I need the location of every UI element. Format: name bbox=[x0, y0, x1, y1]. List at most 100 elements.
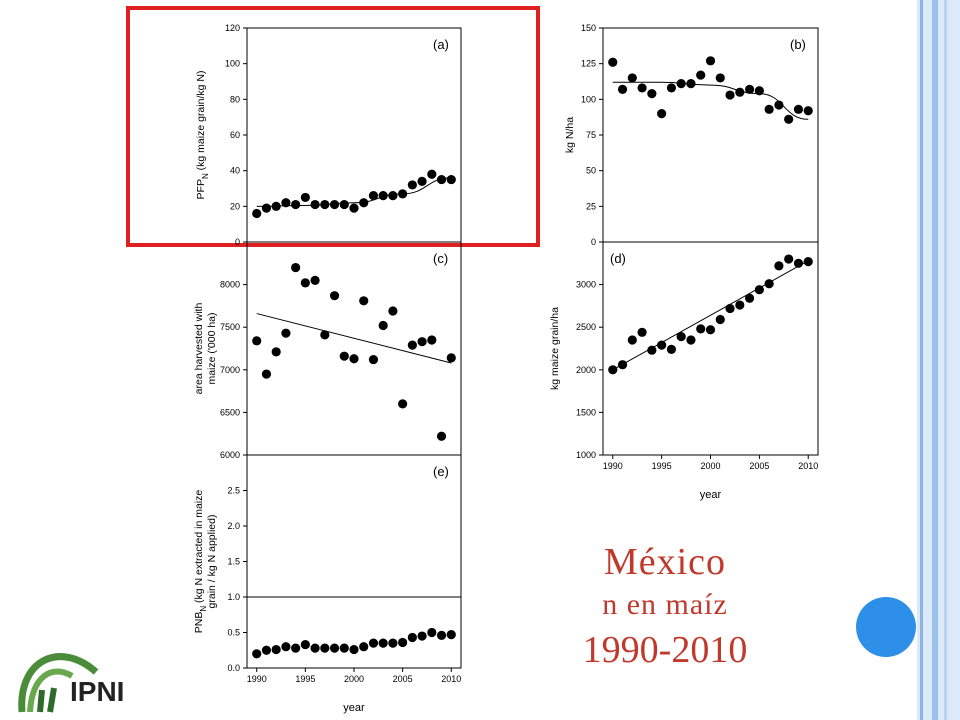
panel-d bbox=[599, 241, 819, 459]
data-point-c bbox=[252, 336, 262, 346]
panel-label-b: (b) bbox=[790, 37, 806, 52]
y-tick-label-a: 20 bbox=[230, 201, 240, 211]
data-point-d bbox=[676, 331, 686, 342]
trend-line-d bbox=[612, 260, 809, 371]
data-point-d bbox=[627, 335, 637, 345]
ipni-logo-text: IPNI bbox=[70, 676, 125, 707]
x-tick-label-e: 2005 bbox=[393, 674, 413, 684]
data-point-b bbox=[647, 89, 657, 99]
y-tick-label-c: 6500 bbox=[220, 407, 240, 417]
y-tick-label-a: 80 bbox=[230, 94, 240, 104]
data-point-a bbox=[271, 201, 281, 211]
y-tick-label-b: 125 bbox=[581, 59, 596, 69]
data-point-d bbox=[754, 285, 764, 295]
data-point-b bbox=[793, 104, 804, 114]
data-point-b bbox=[617, 84, 628, 94]
y-tick-label-b: 0 bbox=[591, 237, 596, 247]
y-axis-label-c: area harvested with bbox=[193, 303, 205, 395]
y-tick-label-e: 2.0 bbox=[227, 521, 240, 531]
data-point-d bbox=[744, 293, 755, 303]
data-point-b bbox=[784, 114, 794, 124]
slide-title-line-2: n en maíz bbox=[602, 588, 728, 621]
x-tick-label-d: 2010 bbox=[798, 461, 818, 471]
y-tick-label-c: 8000 bbox=[220, 280, 240, 290]
data-point-c bbox=[281, 328, 291, 338]
data-point-e bbox=[281, 642, 291, 652]
y-tick-label-b: 150 bbox=[581, 23, 596, 33]
y-axis-label-b: kg N/ha bbox=[564, 117, 576, 153]
y-tick-label-a: 100 bbox=[225, 59, 240, 69]
y-tick-label-d: 2000 bbox=[576, 365, 596, 375]
data-point-c bbox=[359, 296, 369, 306]
data-point-b bbox=[774, 100, 784, 110]
x-tick-label-d: 1995 bbox=[652, 461, 672, 471]
x-tick-label-e: 1995 bbox=[295, 674, 315, 684]
data-point-a bbox=[300, 192, 310, 203]
data-point-a bbox=[291, 199, 301, 210]
panel-label-c: (c) bbox=[433, 251, 448, 266]
y-tick-label-d: 1500 bbox=[576, 407, 596, 417]
x-axis-label-e: year bbox=[343, 702, 365, 714]
data-point-e bbox=[446, 630, 456, 640]
data-point-b bbox=[764, 104, 774, 114]
decorative-blue-circle bbox=[856, 597, 916, 657]
data-point-b bbox=[744, 84, 755, 94]
x-tick-label-d: 2000 bbox=[700, 461, 720, 471]
data-point-e bbox=[291, 643, 301, 653]
data-point-a bbox=[349, 203, 359, 213]
y-tick-label-a: 40 bbox=[230, 166, 240, 176]
data-point-b bbox=[686, 79, 696, 89]
data-point-a bbox=[329, 199, 340, 210]
data-point-d bbox=[608, 365, 618, 375]
data-point-b bbox=[705, 56, 716, 66]
data-point-e bbox=[320, 643, 330, 653]
data-point-a bbox=[339, 199, 349, 210]
data-point-d bbox=[715, 314, 725, 325]
y-axis-label-e: PNBN (kg N extracted in maize bbox=[193, 490, 208, 634]
data-point-a bbox=[378, 191, 388, 201]
data-point-a bbox=[417, 176, 427, 186]
panel-label-d: (d) bbox=[610, 251, 626, 266]
y-tick-label-c: 7500 bbox=[220, 322, 240, 332]
data-point-c bbox=[417, 337, 427, 347]
ipni-logo-mark bbox=[18, 653, 99, 713]
y-tick-label-b: 25 bbox=[586, 201, 596, 211]
y-axis-label-c: maize ('000 ha) bbox=[206, 312, 218, 384]
data-point-d bbox=[784, 254, 794, 264]
data-point-c bbox=[378, 320, 388, 331]
data-point-e bbox=[300, 639, 310, 650]
x-tick-label-e: 2000 bbox=[344, 674, 364, 684]
y-tick-label-e: 1.5 bbox=[227, 557, 240, 567]
y-tick-label-a: 120 bbox=[225, 23, 240, 33]
data-point-b bbox=[666, 83, 677, 93]
y-tick-label-a: 0 bbox=[235, 237, 240, 247]
y-axis-label-d: kg maize grain/ha bbox=[549, 307, 561, 390]
data-point-d bbox=[696, 324, 706, 334]
data-point-a bbox=[281, 198, 291, 208]
y-tick-label-b: 75 bbox=[586, 130, 596, 140]
y-tick-label-d: 3000 bbox=[576, 280, 596, 290]
data-point-a bbox=[310, 199, 320, 210]
data-point-b bbox=[735, 87, 745, 97]
data-point-e bbox=[436, 630, 447, 640]
data-point-d bbox=[793, 258, 804, 268]
data-point-e bbox=[271, 644, 281, 655]
data-point-e bbox=[359, 642, 369, 652]
data-point-c bbox=[261, 369, 272, 379]
data-point-c bbox=[407, 340, 417, 350]
y-tick-label-e: 1.0 bbox=[227, 592, 240, 602]
y-tick-label-c: 6000 bbox=[220, 450, 240, 460]
y-tick-label-e: 2.5 bbox=[227, 486, 240, 496]
y-tick-label-a: 60 bbox=[230, 130, 240, 140]
data-point-c bbox=[320, 330, 330, 340]
data-point-d bbox=[617, 360, 628, 370]
data-point-e bbox=[388, 638, 398, 648]
data-point-b bbox=[676, 79, 686, 89]
data-point-a bbox=[359, 198, 369, 208]
plot-frame-d bbox=[602, 241, 819, 456]
data-point-e bbox=[339, 643, 349, 653]
data-point-a bbox=[252, 208, 262, 219]
data-point-b bbox=[608, 57, 618, 67]
panel-label-e: (e) bbox=[433, 464, 449, 479]
